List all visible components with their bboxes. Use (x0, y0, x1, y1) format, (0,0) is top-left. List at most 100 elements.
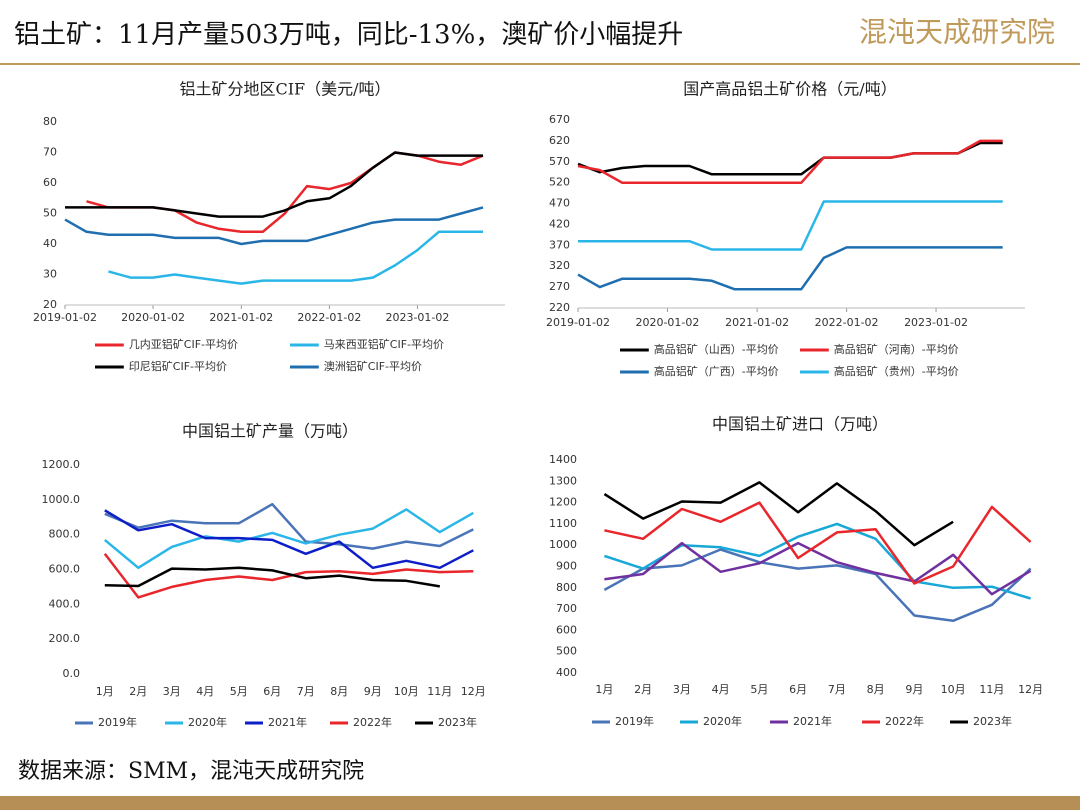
series-line (104, 502, 474, 550)
y-tick-label: 1100 (549, 517, 577, 530)
x-tick-label: 9月 (905, 683, 923, 696)
x-tick-label: 2020-01-02 (635, 316, 699, 329)
x-tick-label: 11月 (427, 685, 452, 698)
y-tick-label: 400 (556, 666, 577, 679)
legend-label: 澳洲铝矿CIF-平均价 (324, 359, 422, 373)
legend-label: 2020年 (703, 714, 742, 728)
y-tick-label: 600 (556, 623, 577, 636)
y-tick-label: 220 (549, 301, 570, 314)
y-tick-label: 320 (549, 259, 570, 272)
x-tick-label: 3月 (673, 683, 691, 696)
y-tick-label: 1000.0 (42, 493, 81, 506)
legend-label: 2019年 (615, 714, 654, 728)
x-tick-label: 2021-01-02 (209, 311, 273, 324)
series-line (64, 206, 484, 246)
y-tick-label: 270 (549, 280, 570, 293)
logo: 混沌天成研究院 (859, 16, 1055, 49)
y-tick-label: 70 (43, 146, 57, 159)
y-tick-label: 470 (549, 197, 570, 210)
y-tick-label: 1400 (549, 453, 577, 466)
legend-label: 2022年 (353, 715, 392, 729)
x-tick-label: 10月 (941, 683, 966, 696)
x-tick-label: 2021-01-02 (725, 316, 789, 329)
x-tick-label: 2019-01-02 (546, 316, 610, 329)
x-tick-label: 5月 (230, 685, 248, 698)
series-line (577, 139, 1003, 184)
y-tick-label: 1200.0 (42, 458, 81, 471)
y-tick-label: 700 (556, 602, 577, 615)
y-tick-label: 20 (43, 298, 57, 311)
x-tick-label: 5月 (750, 683, 768, 696)
y-tick-label: 670 (549, 113, 570, 126)
y-tick-label: 0.0 (63, 667, 81, 680)
chart-title: 中国铝土矿产量（万吨） (182, 422, 358, 441)
series-line (65, 151, 483, 218)
x-tick-label: 8月 (867, 683, 885, 696)
series-line (103, 553, 474, 599)
y-tick-label: 50 (43, 207, 57, 220)
footer-band (0, 796, 1080, 810)
slide-title: 铝土矿：11月产量503万吨，同比-13%，澳矿价小幅提升 (14, 20, 683, 50)
legend-label: 高品铝矿（河南）-平均价 (834, 342, 959, 356)
x-tick-label: 9月 (364, 685, 382, 698)
y-tick-label: 30 (43, 268, 57, 281)
y-tick-label: 60 (43, 176, 57, 189)
x-tick-label: 8月 (330, 685, 348, 698)
chart-title: 中国铝土矿进口（万吨） (712, 415, 888, 434)
x-tick-label: 2020-01-02 (121, 311, 185, 324)
y-tick-label: 200.0 (49, 632, 81, 645)
series-line (603, 481, 954, 547)
legend-label: 2021年 (268, 715, 307, 729)
x-tick-label: 6月 (263, 685, 281, 698)
y-tick-label: 370 (549, 238, 570, 251)
series-line (104, 566, 441, 588)
y-tick-label: 1300 (549, 474, 577, 487)
x-tick-label: 11月 (979, 683, 1004, 696)
series-line (104, 509, 474, 570)
legend-label: 几内亚铝矿CIF-平均价 (129, 337, 238, 351)
y-tick-label: 420 (549, 217, 570, 230)
source: 数据来源：SMM，混沌天成研究院 (18, 759, 364, 784)
x-tick-label: 3月 (163, 685, 181, 698)
legend-label: 高品铝矿（山西）-平均价 (654, 342, 779, 356)
legend-label: 2021年 (793, 714, 832, 728)
y-tick-label: 520 (549, 176, 570, 189)
series-line (604, 541, 1032, 596)
legend-label: 2022年 (885, 714, 924, 728)
x-tick-label: 2023-01-02 (385, 311, 449, 324)
x-tick-label: 2月 (129, 685, 147, 698)
legend-label: 2020年 (188, 715, 227, 729)
legend-label: 高品铝矿（贵州）-平均价 (834, 364, 959, 378)
x-tick-label: 2019-01-02 (33, 311, 97, 324)
x-tick-label: 7月 (297, 685, 315, 698)
x-tick-label: 10月 (394, 685, 419, 698)
y-tick-label: 570 (549, 155, 570, 168)
series-line (108, 230, 483, 285)
series-line (604, 501, 1032, 585)
x-tick-label: 2022-01-02 (815, 316, 879, 329)
y-tick-label: 1000 (549, 538, 577, 551)
y-tick-label: 800.0 (49, 528, 81, 541)
series-line (577, 246, 1003, 291)
x-tick-label: 4月 (196, 685, 214, 698)
legend-label: 高品铝矿（广西）-平均价 (654, 364, 779, 378)
legend-label: 2019年 (98, 715, 137, 729)
series-line (578, 200, 1003, 251)
y-tick-label: 800 (556, 581, 577, 594)
x-tick-label: 12月 (1018, 683, 1043, 696)
x-tick-label: 7月 (828, 683, 846, 696)
x-tick-label: 12月 (461, 685, 486, 698)
x-tick-label: 2023-01-02 (904, 316, 968, 329)
x-tick-label: 4月 (712, 683, 730, 696)
x-tick-label: 1月 (595, 683, 613, 696)
x-tick-label: 6月 (789, 683, 807, 696)
legend-label: 印尼铝矿CIF-平均价 (129, 359, 227, 373)
y-tick-label: 900 (556, 560, 577, 573)
chart-title: 国产高品铝土矿价格（元/吨） (683, 80, 896, 99)
x-tick-label: 2022-01-02 (297, 311, 361, 324)
y-tick-label: 600.0 (49, 563, 81, 576)
y-tick-label: 500 (556, 645, 577, 658)
y-tick-label: 80 (43, 115, 57, 128)
